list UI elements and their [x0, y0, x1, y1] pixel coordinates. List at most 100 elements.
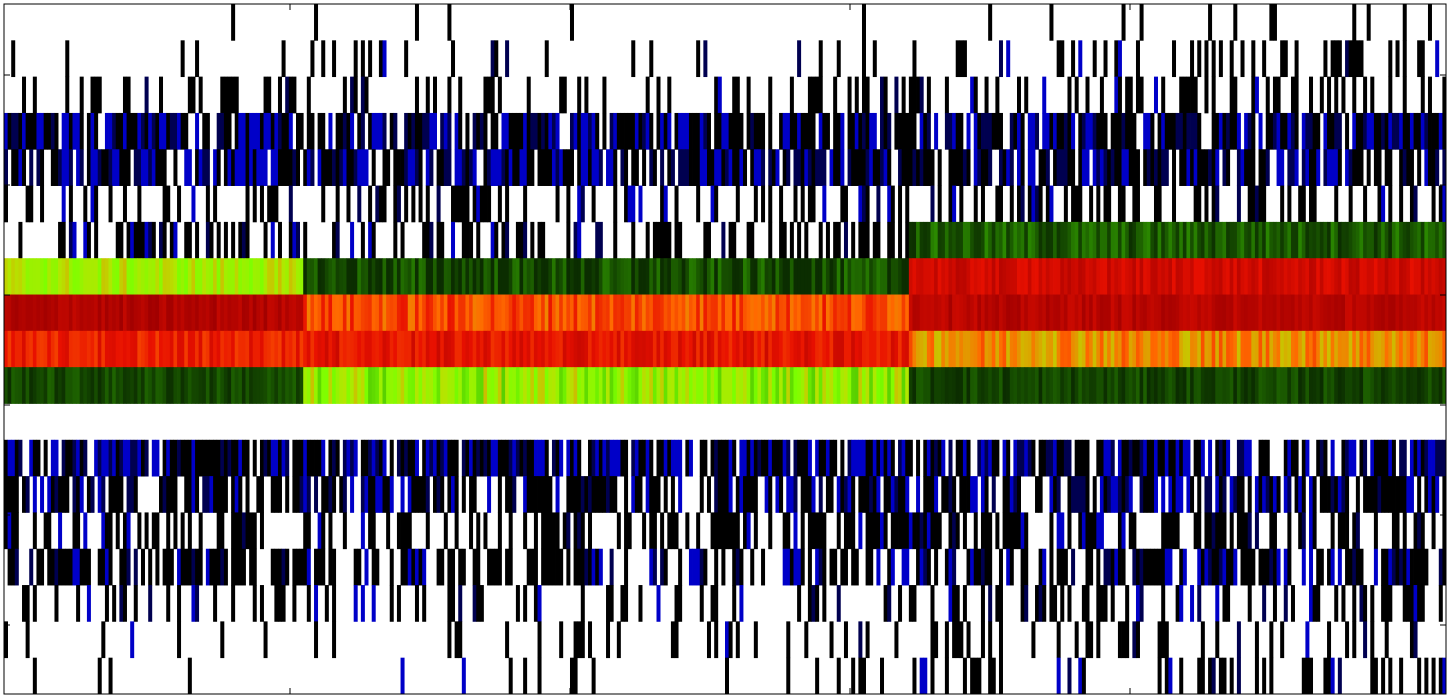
heatmap-cell — [1060, 512, 1065, 550]
heatmap-cell — [512, 476, 517, 513]
heatmap-cell — [1377, 258, 1382, 295]
heatmap-cell — [119, 476, 124, 513]
heatmap-cell — [1262, 294, 1267, 332]
heatmap-cell — [483, 294, 488, 332]
heatmap-cell — [890, 185, 895, 223]
heatmap-cell — [1096, 512, 1101, 550]
heatmap-cell — [407, 258, 412, 295]
heatmap-cell — [984, 221, 989, 259]
heatmap-cell — [479, 185, 484, 223]
heatmap-cell — [919, 112, 924, 150]
heatmap-cell — [634, 439, 639, 477]
heatmap-cell — [1125, 221, 1130, 259]
heatmap-cell — [1045, 367, 1050, 404]
heatmap-cell — [310, 367, 315, 404]
heatmap-cell — [1316, 548, 1321, 586]
heatmap-cell — [508, 439, 513, 477]
heatmap-cell — [1406, 367, 1411, 404]
heatmap-cell — [1074, 258, 1079, 295]
heatmap-cell — [1179, 585, 1184, 622]
heatmap-cell — [198, 512, 203, 550]
heatmap-cell — [861, 149, 866, 186]
heatmap-cell — [317, 439, 322, 477]
heatmap-cell — [440, 548, 445, 586]
heatmap-cell — [588, 149, 593, 186]
heatmap-cell — [1438, 657, 1443, 695]
heatmap-cell — [577, 512, 582, 550]
heatmap-cell — [703, 112, 708, 150]
heatmap-cell — [757, 330, 762, 368]
heatmap-cell — [177, 112, 182, 150]
heatmap-cell — [1301, 367, 1306, 404]
heatmap-cell — [674, 258, 679, 295]
heatmap-cell — [414, 476, 419, 513]
heatmap-cell — [825, 112, 830, 150]
heatmap-cell — [231, 476, 236, 513]
heatmap-cell — [259, 585, 264, 622]
heatmap-cell — [714, 548, 719, 586]
heatmap-cell — [1085, 367, 1090, 404]
heatmap-cell — [353, 367, 358, 404]
heatmap-cell — [274, 294, 279, 332]
heatmap-cell — [858, 112, 863, 150]
heatmap-cell — [375, 258, 380, 295]
heatmap-cell — [324, 585, 329, 622]
heatmap-cell — [1305, 149, 1310, 186]
heatmap-cell — [238, 367, 243, 404]
heatmap-cell — [995, 512, 1000, 550]
heatmap-cell — [721, 439, 726, 477]
heatmap-cell — [923, 657, 928, 695]
heatmap-cell — [1417, 330, 1422, 368]
heatmap-cell — [1420, 221, 1425, 259]
heatmap-cell — [779, 330, 784, 368]
heatmap-cell — [991, 112, 996, 150]
heatmap-cell — [544, 40, 549, 78]
heatmap-cell — [18, 439, 23, 477]
heatmap-cell — [213, 185, 218, 223]
heatmap-cell — [577, 112, 582, 150]
heatmap-cell — [476, 258, 481, 295]
heatmap-cell — [97, 258, 102, 295]
heatmap-cell — [865, 548, 870, 586]
heatmap-cell — [1327, 367, 1332, 404]
heatmap-cell — [912, 40, 917, 78]
heatmap-cell — [1330, 112, 1335, 150]
heatmap-cell — [1071, 548, 1076, 586]
heatmap-cell — [32, 112, 37, 150]
heatmap-cell — [1200, 330, 1205, 368]
heatmap-cell — [645, 439, 650, 477]
heatmap-cell — [1438, 258, 1443, 295]
heatmap-cell — [526, 112, 531, 150]
heatmap-cell — [1402, 330, 1407, 368]
heatmap-cell — [40, 548, 45, 586]
heatmap-cell — [1135, 221, 1140, 259]
heatmap-cell — [198, 76, 203, 114]
heatmap-cell — [76, 330, 81, 368]
heatmap-cell — [1006, 149, 1011, 186]
heatmap-cell — [187, 476, 192, 513]
heatmap-cell — [1002, 330, 1007, 368]
heatmap-cell — [1168, 657, 1173, 695]
heatmap-cell — [47, 367, 52, 404]
heatmap-cell — [822, 330, 827, 368]
heatmap-cell — [1175, 112, 1180, 150]
heatmap-cell — [880, 294, 885, 332]
heatmap-cell — [32, 294, 37, 332]
heatmap-cell — [1258, 221, 1263, 259]
heatmap-cell — [584, 367, 589, 404]
heatmap-cell — [1355, 40, 1360, 78]
heatmap-cell — [1017, 330, 1021, 368]
heatmap-cell — [1327, 548, 1332, 586]
heatmap-cell — [858, 221, 863, 259]
heatmap-cell — [569, 439, 574, 477]
heatmap-cell — [1215, 330, 1220, 368]
heatmap-cell — [1215, 149, 1220, 186]
heatmap-cell — [822, 585, 827, 622]
heatmap-cell — [1006, 367, 1011, 404]
heatmap-cell — [404, 548, 409, 586]
heatmap-cell — [1391, 548, 1396, 586]
heatmap-cell — [598, 149, 603, 186]
heatmap-cell — [328, 476, 333, 513]
heatmap-cell — [483, 76, 488, 114]
heatmap-cell — [1363, 621, 1368, 659]
